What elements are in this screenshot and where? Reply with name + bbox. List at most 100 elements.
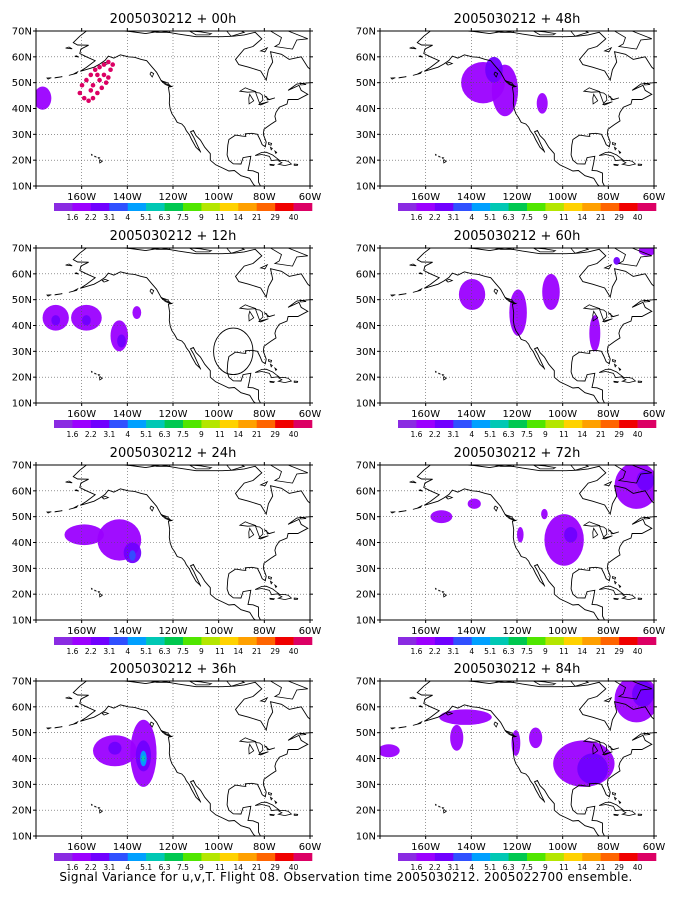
island-coastline: [149, 71, 155, 78]
island-coastline: [398, 510, 407, 513]
y-tick-label: 30N: [12, 347, 32, 358]
island-coastline: [226, 681, 246, 687]
x-tick-label: 80W: [253, 842, 276, 853]
island-coastline: [65, 46, 73, 50]
island-coastline: [74, 705, 79, 708]
island-coastline: [46, 77, 52, 80]
island-coastline: [438, 372, 442, 375]
island-coastline: [90, 803, 94, 806]
colorbar-swatch: [127, 637, 147, 645]
colorbar-swatch: [183, 853, 202, 861]
island-coastline: [613, 580, 617, 585]
variance-region: [529, 727, 543, 749]
island-coastline: [267, 576, 273, 580]
island-coastline: [441, 374, 445, 377]
island-coastline: [277, 159, 293, 167]
y-tick-label: 40N: [12, 104, 32, 115]
colorbar-swatch: [416, 420, 436, 428]
colorbar-swatch: [256, 420, 276, 428]
colorbar-label: 29: [614, 647, 624, 656]
x-tick-label: 60W: [643, 842, 666, 853]
colorbar-swatch: [600, 203, 620, 211]
chart-title: 2005030212 + 48h: [454, 12, 581, 27]
variance-region: [636, 470, 654, 491]
variance-region: [108, 741, 122, 755]
colorbar-swatch: [183, 637, 202, 645]
y-tick-label: 60N: [356, 52, 376, 63]
variance-region: [589, 315, 601, 352]
island-coastline: [149, 505, 155, 512]
colorbar-swatch: [434, 637, 454, 645]
y-tick-label: 30N: [356, 347, 376, 358]
island-coastline: [570, 465, 590, 471]
coastline: [72, 465, 310, 620]
island-coastline: [409, 696, 417, 700]
colorbar-swatch: [146, 637, 165, 645]
plot-area: [36, 681, 310, 836]
island-coastline: [90, 370, 94, 373]
colorbar-label: 2.2: [85, 430, 97, 439]
x-tick-label: 100W: [548, 626, 577, 637]
colorbar-swatch: [146, 853, 165, 861]
x-tick-label: 60W: [643, 192, 666, 203]
island-coastline: [238, 304, 257, 310]
island-coastline: [643, 516, 651, 520]
colorbar-label: 4: [125, 647, 130, 656]
island-coastline: [602, 101, 613, 106]
colorbar-swatch: [127, 853, 147, 861]
island-coastline: [656, 296, 670, 307]
island-coastline: [598, 742, 608, 755]
variance-region: [577, 753, 608, 785]
colorbar-label: 3.1: [447, 863, 459, 870]
island-coastline: [299, 82, 307, 86]
colorbar-label: 1.6: [410, 863, 422, 870]
variance-region: [536, 93, 548, 114]
island-coastline: [299, 299, 307, 303]
colorbar-label: 29: [270, 647, 280, 656]
colorbar-label: 14: [578, 647, 588, 656]
island-coastline: [293, 380, 299, 383]
colorbar-swatch: [164, 637, 184, 645]
island-coastline: [438, 155, 442, 158]
island-coastline: [612, 792, 617, 796]
island-coastline: [99, 159, 103, 164]
colorbar-label: 1.6: [410, 430, 422, 439]
island-coastline: [613, 31, 652, 50]
island-coastline: [312, 513, 326, 524]
coastline: [72, 681, 310, 836]
y-tick-label: 20N: [356, 156, 376, 167]
island-coastline: [97, 374, 101, 377]
y-tick-label: 70N: [12, 677, 32, 688]
island-coastline: [149, 465, 171, 467]
island-coastline: [656, 513, 670, 524]
island-coastline: [418, 272, 423, 275]
variance-region: [517, 527, 524, 543]
island-coastline: [412, 504, 423, 510]
observation-dot: [99, 85, 105, 91]
x-tick-label: 140W: [457, 842, 486, 853]
x-tick-label: 100W: [204, 842, 233, 853]
y-tick-label: 40N: [356, 104, 376, 115]
colorbar-label: 3.1: [447, 647, 459, 656]
island-coastline: [493, 721, 499, 728]
island-coastline: [65, 480, 73, 484]
y-tick-label: 60N: [12, 269, 32, 280]
colorbar-swatch: [127, 420, 147, 428]
island-coastline: [267, 142, 273, 146]
variance-region: [129, 550, 136, 561]
y-tick-label: 10N: [12, 399, 32, 410]
colorbar-label: 29: [270, 213, 280, 222]
island-coastline: [599, 585, 624, 596]
island-coastline: [97, 807, 101, 810]
island-coastline: [418, 55, 423, 58]
colorbar-label: 4: [125, 863, 130, 870]
island-coastline: [599, 801, 624, 812]
y-tick-label: 70N: [12, 244, 32, 255]
island-coastline: [226, 31, 246, 37]
island-coastline: [412, 720, 423, 726]
island-coastline: [441, 157, 445, 160]
colorbar-label: 29: [614, 430, 624, 439]
observation-dot: [106, 75, 111, 80]
observation-dot: [81, 95, 87, 101]
colorbar-swatch: [582, 420, 602, 428]
